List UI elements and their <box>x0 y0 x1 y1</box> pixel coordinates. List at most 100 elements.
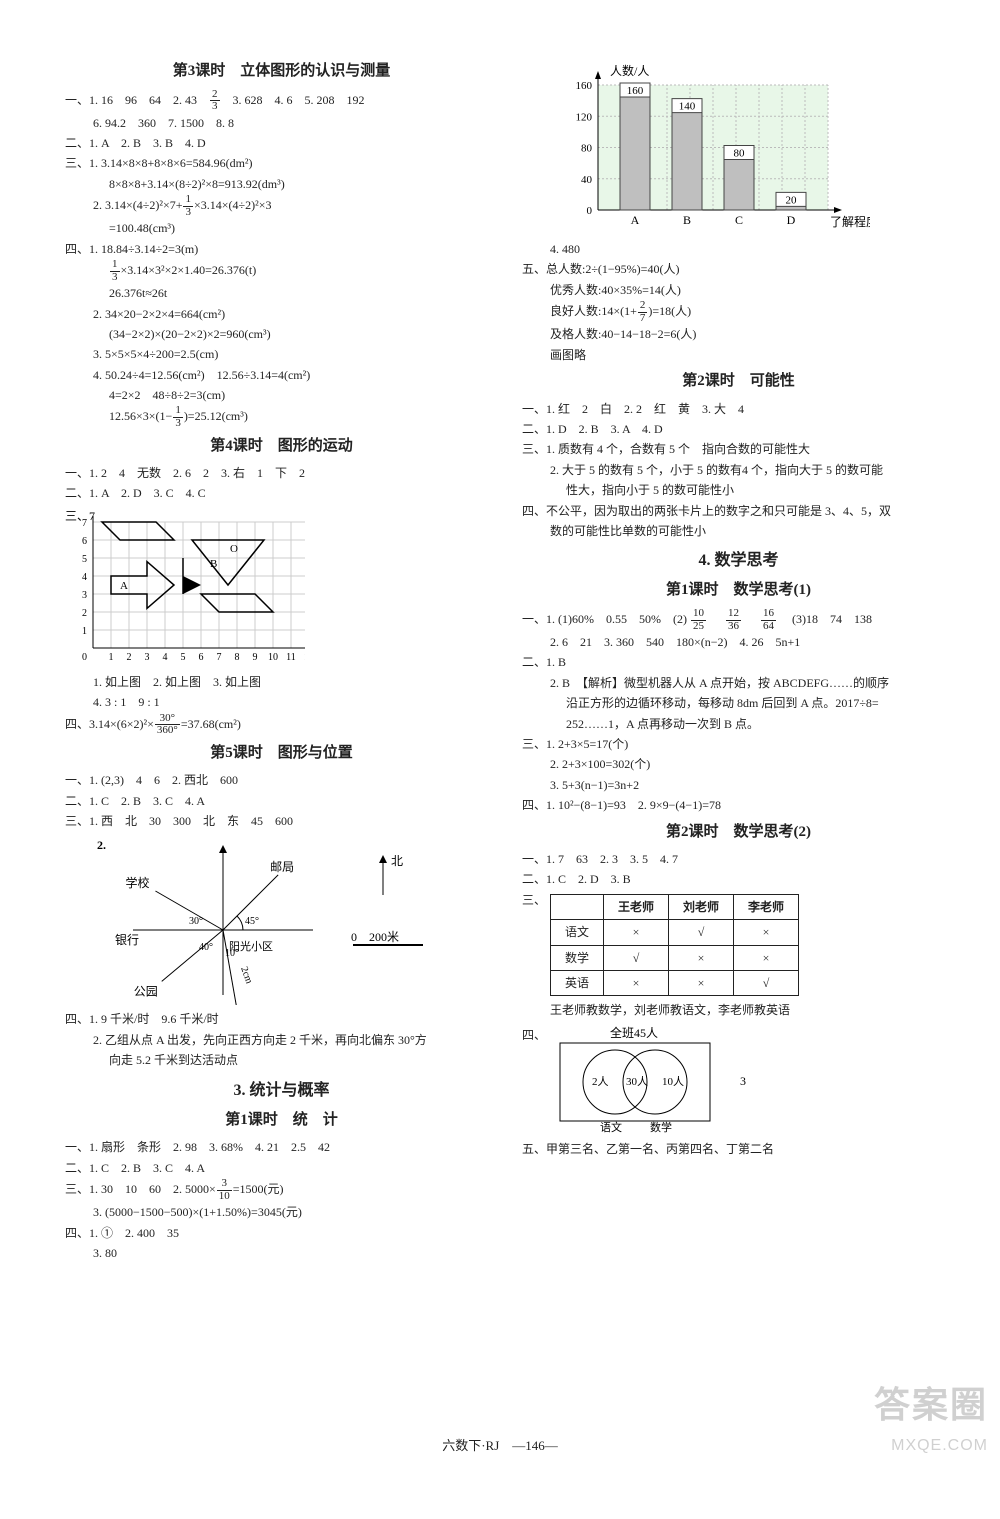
svg-text:7: 7 <box>82 518 87 529</box>
s4-l3c: 4. 3 : 1 9 : 1 <box>65 692 498 712</box>
sec4s2-l5: 五、甲第三名、乙第一名、丙第四名、丁第二名 <box>522 1139 955 1159</box>
sec3s1-l4a: 四、1. ① 2. 400 35 <box>65 1223 498 1243</box>
truth-table: 王老师刘老师李老师语文×√×数学√××英语××√ <box>550 894 799 997</box>
svg-text:2: 2 <box>127 652 132 663</box>
svg-text:3: 3 <box>740 1074 746 1088</box>
sec3s2-l3a: 三、1. 质数有 4 个，合数有 5 个 指向合数的可能性大 <box>522 439 955 459</box>
sec3s1-l5d: 及格人数:40−14−18−2=6(人) <box>522 324 955 344</box>
svg-text:邮局: 邮局 <box>270 860 294 874</box>
sec3s2-l3b: 2. 大于 5 的数有 5 个，小于 5 的数有4 个，指向大于 5 的数可能 <box>522 460 955 480</box>
s5-l4c: 向走 5.2 千米到达活动点 <box>65 1050 498 1070</box>
svg-text:10: 10 <box>268 652 278 663</box>
sec3s1-l3: 三、1. 30 10 60 2. 5000×310=1500(元) <box>65 1178 498 1202</box>
svg-text:6: 6 <box>82 536 87 547</box>
svg-text:北: 北 <box>391 854 403 868</box>
svg-text:3: 3 <box>82 590 87 601</box>
s4-l1: 一、1. 2 4 无数 2. 6 2 3. 右 1 下 2 <box>65 463 498 483</box>
svg-text:80: 80 <box>734 148 746 160</box>
truth-table-wrap: 三、 王老师刘老师李老师语文×√×数学√××英语××√ <box>522 890 955 1001</box>
svg-text:语文: 语文 <box>600 1120 622 1134</box>
sec4s1-l1b: 2. 6 21 3. 360 540 180×(n−2) 4. 26 5n+1 <box>522 632 955 652</box>
sec3s1-l2: 二、1. C 2. B 3. C 4. A <box>65 1158 498 1178</box>
svg-text:10°: 10° <box>225 948 239 959</box>
sec4s1-l3c: 3. 5+3(n−1)=3n+2 <box>522 775 955 795</box>
sec3s1-l5e: 画图略 <box>522 345 955 365</box>
svg-text:3: 3 <box>145 652 150 663</box>
svg-text:4: 4 <box>163 652 168 663</box>
sec3s1-l5c: 良好人数:14×(1+27)=18(人) <box>522 300 955 324</box>
svg-text:全班45人: 全班45人 <box>610 1025 658 1040</box>
s3-l4g: 4. 50.24÷4=12.56(cm²) 12.56÷3.14=4(cm²) <box>65 365 498 385</box>
sec3s1-l4b: 3. 80 <box>65 1243 498 1263</box>
svg-text:7: 7 <box>217 652 222 663</box>
s3-l1b: 6. 94.2 360 7. 1500 8. 8 <box>65 113 498 133</box>
sec3s1-l5b: 优秀人数:40×35%=14(人) <box>522 280 955 300</box>
svg-text:6: 6 <box>199 652 204 663</box>
s4-grid-figure: 三、712345678910111212345670ABO <box>65 508 498 668</box>
svg-text:120: 120 <box>576 111 593 123</box>
lesson4-title: 第4课时 图形的运动 <box>65 434 498 460</box>
svg-text:数学: 数学 <box>650 1120 672 1134</box>
lesson3-title: 第3课时 立体图形的认识与测量 <box>65 59 498 85</box>
svg-text:C: C <box>735 213 743 227</box>
sec3s1-l3b: 3. (5000−1500−500)×(1+1.50%)=3045(元) <box>65 1202 498 1222</box>
s4-l2: 二、1. A 2. D 3. C 4. C <box>65 483 498 503</box>
svg-text:9: 9 <box>253 652 258 663</box>
sec4s1-l2d: 252……1，A 点再移动一次到 B 点。 <box>522 714 955 734</box>
svg-text:1: 1 <box>109 652 114 663</box>
svg-text:2人: 2人 <box>592 1075 609 1088</box>
s3-l4i: 12.56×3×(1−13)=25.12(cm³) <box>65 405 498 429</box>
s5-map-figure: 2.邮局学校银行公园宾馆阳光小区45°30°40°10°2cm北0 200米 <box>93 835 498 1005</box>
s3-l4f: 3. 5×5×5×4÷200=2.5(cm) <box>65 344 498 364</box>
s5-l1: 一、1. (2,3) 4 6 2. 西北 600 <box>65 770 498 790</box>
svg-text:10人: 10人 <box>662 1075 684 1088</box>
svg-text:8: 8 <box>235 652 240 663</box>
sec3s2-l4b: 数的可能性比单数的可能性小 <box>522 521 955 541</box>
bar-chart: 04080120160人数/人了解程度160A140B80C20D <box>550 55 955 235</box>
svg-text:B: B <box>683 213 691 227</box>
svg-text:B: B <box>210 558 217 570</box>
sec3s1-l1: 一、1. 扇形 条形 2. 98 3. 68% 4. 21 2.5 42 <box>65 1137 498 1157</box>
sec4s1-l3a: 三、1. 2+3×5=17(个) <box>522 734 955 754</box>
svg-text:80: 80 <box>581 143 593 155</box>
s4-l4: 四、3.14×(6×2)²×30°360°=37.68(cm²) <box>65 713 498 737</box>
watermark-url: MXQE.COM <box>891 1432 988 1459</box>
svg-text:公园: 公园 <box>134 985 158 999</box>
sec4s2-l2: 二、1. C 2. D 3. B <box>522 869 955 889</box>
svg-text:20: 20 <box>786 194 798 206</box>
sec3s2-l1: 一、1. 红 2 白 2. 2 红 黄 3. 大 4 <box>522 399 955 419</box>
sec4-s1-title: 第1课时 数学思考(1) <box>522 578 955 604</box>
svg-text:了解程度: 了解程度 <box>830 214 870 229</box>
svg-text:40°: 40° <box>199 942 213 953</box>
sec3s2-l2: 二、1. D 2. B 3. A 4. D <box>522 419 955 439</box>
svg-text:5: 5 <box>181 652 186 663</box>
svg-text:12: 12 <box>304 652 305 663</box>
sec4s1-l3b: 2. 2+3×100=302(个) <box>522 754 955 774</box>
sec3-s1-title: 第1课时 统 计 <box>65 1108 498 1134</box>
svg-text:0: 0 <box>587 205 593 217</box>
svg-text:1: 1 <box>82 626 87 637</box>
sec4s1-l2b: 2. B 【解析】微型机器人从 A 点开始，按 ABCDEFG……的顺序 <box>522 673 955 693</box>
svg-text:A: A <box>631 213 640 227</box>
svg-text:4: 4 <box>82 572 87 583</box>
svg-text:0: 0 <box>82 652 87 663</box>
page-footer: 六数下·RJ —146— <box>0 1435 1000 1457</box>
svg-text:2.: 2. <box>97 838 106 852</box>
svg-text:银行: 银行 <box>115 933 139 947</box>
s3-l1: 一、1. 16 96 64 2. 43 23 3. 628 4. 6 5. 20… <box>65 89 498 113</box>
s3-l2: 二、1. A 2. B 3. B 4. D <box>65 133 498 153</box>
svg-text:A: A <box>120 580 128 592</box>
svg-text:160: 160 <box>576 80 593 92</box>
s3-l4b: 13×3.14×3²×2×1.40=26.376(t) <box>65 259 498 283</box>
sec4s1-l2c: 沿正方形的边循环移动，每移动 8dm 后回到 A 点。2017÷8= <box>522 693 955 713</box>
svg-text:140: 140 <box>679 101 696 113</box>
svg-text:40: 40 <box>581 174 593 186</box>
svg-text:三、7: 三、7 <box>65 509 95 523</box>
sec3s1-l4c: 4. 480 <box>522 239 955 259</box>
sec4s1-l2: 二、1. B <box>522 652 955 672</box>
venn-figure: 四、 全班45人2人30人10人语文数学3 <box>522 1025 955 1135</box>
sec3-s2-title: 第2课时 可能性 <box>522 369 955 395</box>
s3-l4c: 26.376t≈26t <box>65 283 498 303</box>
sec4s1-l4: 四、1. 10²−(8−1)=93 2. 9×9−(4−1)=78 <box>522 795 955 815</box>
sec3s2-l4a: 四、不公平，因为取出的两张卡片上的数字之和只可能是 3、4、5，双 <box>522 501 955 521</box>
